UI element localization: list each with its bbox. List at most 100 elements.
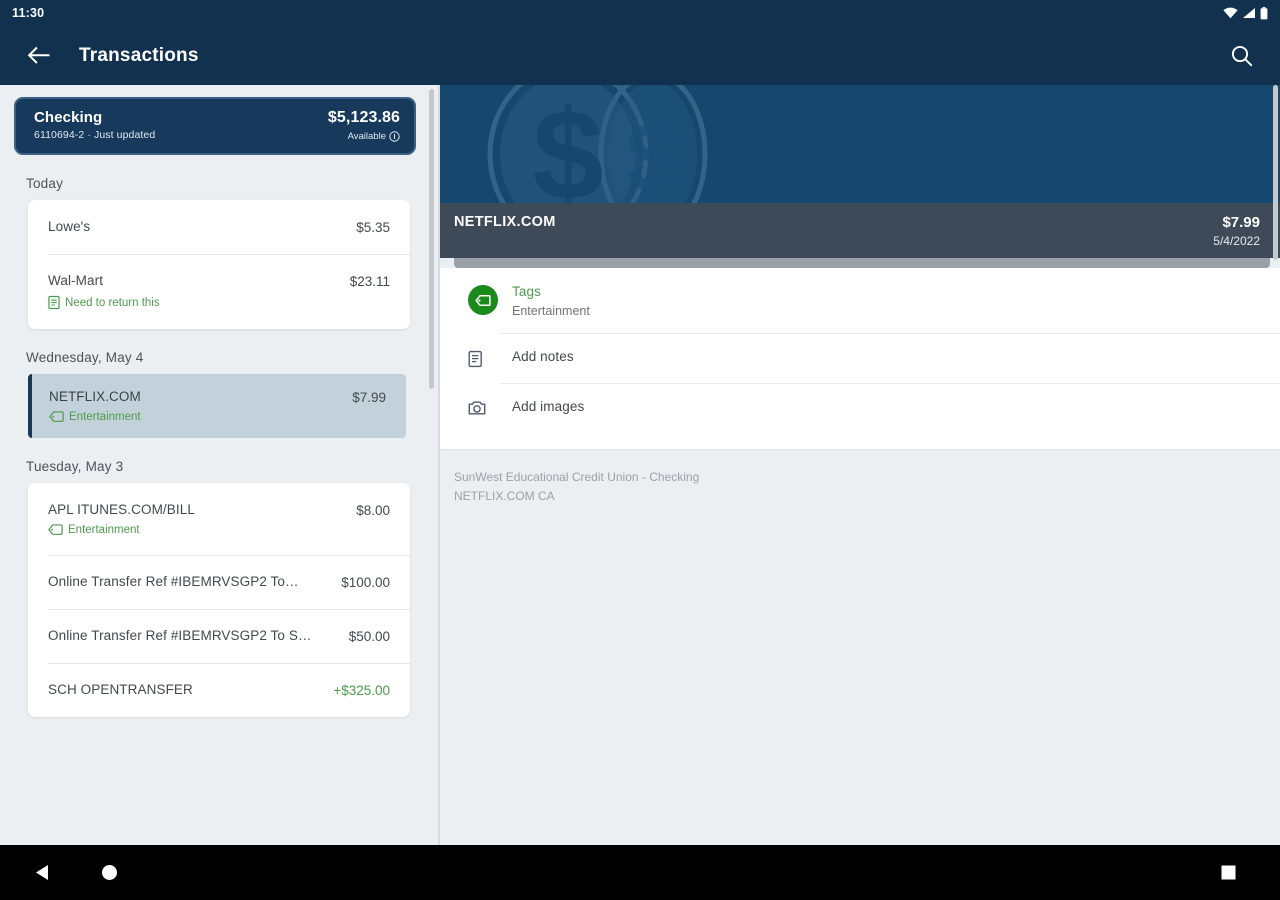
detail-amount: $7.99	[1222, 214, 1260, 231]
transaction-group: Lowe's $5.35 Wal-Mart Need to return this $2…	[28, 200, 410, 329]
detail-footer-meta: SunWest Educational Credit Union - Check…	[440, 450, 1280, 505]
content-split: Checking 6110694-2 · Just updated $5,123…	[0, 85, 1280, 845]
detail-row[interactable]: Add images	[440, 383, 1280, 431]
transaction-tag-label: Entertainment	[68, 524, 140, 536]
account-card-right: $5,123.86 Available	[328, 109, 400, 142]
detail-date: 5/4/2022	[1213, 234, 1260, 248]
transaction-amount: $100.00	[341, 575, 390, 590]
detail-row-texts: Add notes	[512, 349, 1260, 364]
detail-footer-institution: SunWest Educational Credit Union - Check…	[454, 470, 700, 484]
detail-row-icon	[468, 399, 512, 416]
transaction-row-left: Online Transfer Ref #IBEMRVSGP2 To S…	[48, 628, 349, 643]
tag-icon	[49, 411, 64, 423]
wifi-icon	[1223, 7, 1238, 19]
page-title: Transactions	[79, 44, 199, 66]
detail-hero-right: $7.99 5/4/2022	[1213, 214, 1260, 248]
transaction-tag-label: Entertainment	[69, 411, 141, 423]
svg-text:$: $	[532, 85, 603, 203]
detail-row-label: Add images	[512, 399, 585, 414]
back-button[interactable]	[18, 36, 58, 76]
transaction-detail-pane: $ $ NETFLIX.COM $7.99 5/4/2022 Tags Enter…	[440, 85, 1280, 845]
app-bar: Transactions	[0, 26, 1280, 85]
dollar-coins-watermark-icon: $ $	[487, 85, 708, 203]
tag-icon	[475, 294, 491, 306]
right-pane-scrollbar[interactable]	[1273, 85, 1278, 260]
transaction-row[interactable]: Online Transfer Ref #IBEMRVSGP2 To… $100.…	[28, 555, 410, 609]
transaction-title: Wal-Mart	[48, 273, 104, 288]
nav-back-button[interactable]	[34, 863, 51, 882]
search-icon	[1231, 45, 1253, 66]
transaction-group: NETFLIX.COM Entertainment $7.99	[28, 374, 406, 438]
tag-icon	[48, 524, 63, 536]
transaction-amount: $7.99	[352, 390, 386, 405]
transactions-list-pane[interactable]: Checking 6110694-2 · Just updated $5,123…	[0, 85, 440, 845]
transaction-day-header: Tuesday, May 3	[26, 459, 124, 474]
notes-icon	[468, 350, 482, 368]
transaction-day-header: Today	[26, 176, 64, 191]
search-button[interactable]	[1222, 36, 1262, 76]
transaction-amount: $8.00	[356, 503, 390, 518]
left-pane-scrollbar[interactable]	[429, 89, 434, 389]
account-number-status: 6110694-2 · Just updated	[34, 129, 156, 141]
status-bar-icons	[1223, 6, 1268, 20]
nav-recents-button[interactable]	[1221, 865, 1236, 880]
account-balance-label-row: Available	[328, 131, 400, 142]
battery-icon	[1260, 6, 1268, 19]
transaction-row-left: APL ITUNES.COM/BILL Entertainment	[48, 502, 356, 536]
transaction-groups: Today Lowe's $5.35 Wal-Mart Need to return t…	[0, 155, 438, 717]
transaction-row-left: Wal-Mart Need to return this	[48, 273, 350, 310]
transaction-row-left: Lowe's	[48, 219, 356, 234]
detail-row-label: Tags	[512, 284, 541, 299]
android-nav-bar	[0, 845, 1280, 900]
status-bar-time: 11:30	[12, 6, 45, 20]
nav-home-button[interactable]	[101, 864, 118, 881]
transaction-title: APL ITUNES.COM/BILL	[48, 502, 195, 517]
transaction-tag-label: Need to return this	[65, 296, 160, 309]
transaction-row[interactable]: Lowe's $5.35	[28, 200, 410, 254]
transaction-row[interactable]: NETFLIX.COM Entertainment $7.99	[32, 374, 406, 438]
detail-row[interactable]: Tags Entertainment	[440, 268, 1280, 333]
transaction-amount: $23.11	[349, 274, 390, 289]
transaction-tag: Entertainment	[48, 524, 346, 536]
transaction-row-left: NETFLIX.COM Entertainment	[49, 389, 352, 423]
detail-hero-bar: NETFLIX.COM $7.99 5/4/2022	[440, 203, 1280, 258]
transaction-row-left: Online Transfer Ref #IBEMRVSGP2 To…	[48, 574, 341, 589]
transaction-tag: Need to return this	[48, 295, 340, 310]
account-summary-card[interactable]: Checking 6110694-2 · Just updated $5,123…	[14, 97, 416, 155]
camera-icon	[468, 401, 486, 415]
signal-icon	[1243, 8, 1255, 18]
account-name: Checking	[34, 109, 103, 126]
nav-home-icon	[102, 865, 117, 880]
detail-row-texts: Tags Entertainment	[512, 284, 1260, 318]
detail-attributes-card: Tags Entertainment Add notes Add images	[440, 268, 1280, 450]
account-card-left: Checking 6110694-2 · Just updated	[34, 109, 155, 141]
transaction-row[interactable]: SCH OPENTRANSFER +$325.00	[28, 663, 410, 717]
account-balance: $5,123.86	[327, 109, 400, 126]
transaction-title: Lowe's	[48, 219, 91, 234]
transaction-amount: $50.00	[348, 629, 390, 644]
status-bar: 11:30	[0, 0, 1280, 26]
transaction-row[interactable]: Online Transfer Ref #IBEMRVSGP2 To S… $50…	[28, 609, 410, 663]
note-icon	[48, 295, 60, 310]
info-icon[interactable]	[389, 131, 400, 142]
transaction-title: Online Transfer Ref #IBEMRVSGP2 To…	[48, 574, 299, 589]
transaction-amount: +$325.00	[333, 683, 390, 698]
transaction-title: NETFLIX.COM	[49, 389, 141, 404]
tags-circle-icon	[468, 285, 498, 315]
nav-back-icon	[36, 865, 48, 880]
detail-row[interactable]: Add notes	[440, 333, 1280, 383]
transaction-day-header: Wednesday, May 4	[26, 350, 144, 365]
transaction-group: APL ITUNES.COM/BILL Entertainment $8.00 Onl…	[28, 483, 410, 717]
transaction-row[interactable]: Wal-Mart Need to return this $23.11	[28, 254, 410, 329]
transaction-row[interactable]: APL ITUNES.COM/BILL Entertainment $8.00	[28, 483, 410, 555]
transaction-title: SCH OPENTRANSFER	[48, 682, 193, 697]
arrow-back-icon	[27, 46, 49, 64]
svg-text:$: $	[626, 102, 681, 203]
detail-row-value: Entertainment	[512, 304, 590, 318]
transaction-tag: Entertainment	[49, 411, 342, 423]
transaction-title: Online Transfer Ref #IBEMRVSGP2 To S…	[48, 628, 312, 643]
detail-hero-shadow	[454, 258, 1270, 268]
account-balance-label: Available	[347, 131, 386, 142]
detail-rows: Tags Entertainment Add notes Add images	[440, 268, 1280, 431]
